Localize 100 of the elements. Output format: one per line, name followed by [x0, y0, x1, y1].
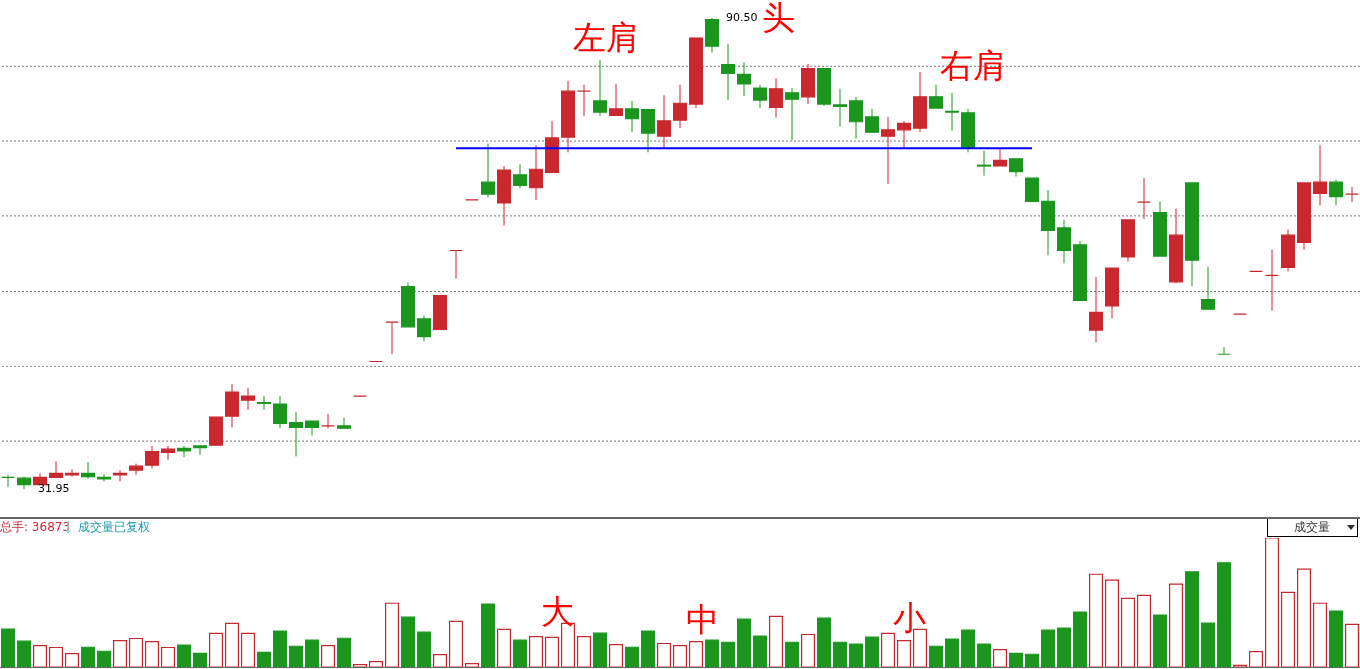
bar	[305, 639, 319, 667]
candlestick	[1265, 249, 1279, 312]
candlestick	[1, 474, 15, 488]
bar	[401, 616, 415, 667]
bar	[225, 622, 239, 667]
bar	[1041, 629, 1055, 667]
candlestick	[1313, 144, 1327, 206]
bar	[177, 644, 191, 667]
bar	[641, 630, 655, 667]
candlestick	[385, 321, 399, 355]
bar	[97, 650, 111, 667]
bar	[1169, 583, 1183, 667]
bar	[785, 641, 799, 667]
candlestick	[1137, 177, 1151, 220]
candlestick	[977, 150, 991, 177]
candlestick	[641, 109, 655, 153]
candlestick	[769, 77, 783, 119]
text: 成交量	[1294, 519, 1330, 536]
candlestick	[1345, 186, 1359, 203]
candlestick	[193, 445, 207, 456]
bar	[1089, 573, 1103, 667]
bar	[209, 632, 223, 667]
bar	[737, 618, 751, 667]
candlestick	[417, 315, 431, 342]
annotation: 小	[893, 600, 926, 636]
bar	[609, 643, 623, 667]
bar	[1217, 562, 1231, 667]
candlestick	[1201, 266, 1215, 310]
bar	[993, 648, 1007, 667]
candlestick	[737, 61, 751, 97]
bar	[961, 629, 975, 667]
candlestick	[785, 87, 799, 141]
bar	[353, 664, 367, 667]
bar	[929, 645, 943, 667]
bar	[1025, 653, 1039, 667]
candlestick	[721, 43, 735, 101]
bar	[289, 645, 303, 667]
bar	[1313, 602, 1327, 667]
annotation: 左肩	[573, 20, 639, 56]
candlestick	[993, 148, 1007, 167]
bar	[497, 628, 511, 667]
bar	[801, 633, 815, 667]
bar	[625, 646, 639, 667]
bar	[1201, 622, 1215, 667]
candlestick	[113, 469, 127, 482]
candlestick	[849, 96, 863, 140]
bar	[721, 641, 735, 667]
bar	[657, 642, 671, 667]
candlestick	[49, 460, 63, 478]
candlestick	[1329, 179, 1343, 206]
bar	[881, 632, 895, 667]
bar	[849, 643, 863, 667]
bar	[593, 632, 607, 667]
bar	[1105, 579, 1119, 667]
annotation: 31.95	[38, 482, 70, 495]
bar	[1297, 568, 1311, 667]
candlestick	[1057, 219, 1071, 264]
candlestick	[1025, 177, 1039, 203]
candlestick	[1217, 346, 1231, 355]
bar	[1249, 651, 1263, 667]
bar	[273, 630, 287, 667]
bar	[513, 639, 527, 667]
candlestick	[129, 463, 143, 476]
candlestick	[97, 473, 111, 482]
candlestick	[449, 249, 463, 280]
bar	[1073, 611, 1087, 667]
bar	[1345, 623, 1359, 667]
bar	[433, 654, 447, 667]
bar	[65, 652, 79, 667]
bar	[321, 644, 335, 667]
candlestick	[321, 413, 335, 429]
candlestick	[305, 420, 319, 436]
bar	[145, 640, 159, 667]
bar	[417, 631, 431, 667]
bar	[689, 640, 703, 667]
bar	[545, 636, 559, 667]
candlestick	[673, 84, 687, 129]
bar	[865, 636, 879, 667]
bar	[449, 620, 463, 667]
bar	[241, 632, 255, 667]
bar	[129, 637, 143, 667]
bar	[1009, 652, 1023, 667]
bar	[945, 638, 959, 667]
annotation: 90.50	[726, 11, 758, 24]
bar	[1, 628, 15, 667]
annotation: 右肩	[940, 48, 1006, 84]
candlestick	[289, 411, 303, 457]
bar	[705, 639, 719, 667]
bar	[1137, 594, 1151, 667]
candlestick	[881, 116, 895, 185]
candlestick	[65, 468, 79, 478]
bar	[1185, 571, 1199, 667]
candlestick	[1089, 276, 1103, 343]
candlestick	[529, 144, 543, 201]
bar	[673, 644, 687, 667]
candlestick	[337, 417, 351, 429]
candlestick	[593, 59, 607, 117]
candlestick	[609, 83, 623, 116]
bar	[577, 635, 591, 667]
bar	[385, 602, 399, 667]
